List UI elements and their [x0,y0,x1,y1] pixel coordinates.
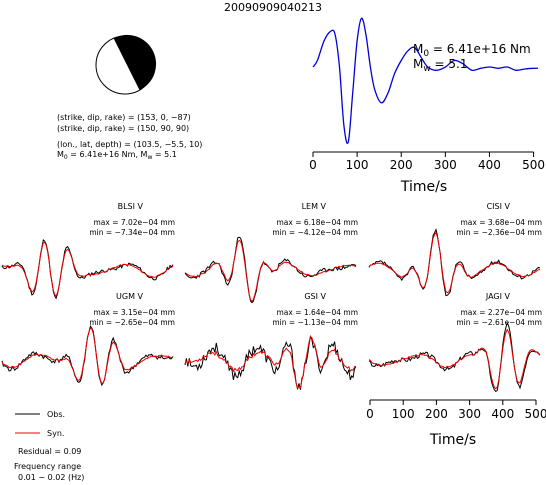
figure-title: 20090909040213 [224,1,322,14]
stf-x-axis: 0 100 200 300 400 500 [309,151,545,172]
station-max: max = 3.15e−04 mm [93,308,175,317]
stf-tick-label: 100 [346,158,369,172]
waveform-tick-label: 200 [425,407,448,421]
observed-waveform [184,334,357,390]
synthetic-waveform [368,328,541,390]
waveform-tick-label: 300 [458,407,481,421]
stf-tick-label: 300 [434,158,457,172]
station-max: max = 3.68e−04 mm [460,218,542,227]
stf-tick-label: 200 [390,158,413,172]
synthetic-waveform [1,327,174,385]
legend-obs-label: Obs. [47,410,65,419]
legend: Obs. Syn. Residual = 0.09 Frequency rang… [14,410,84,482]
moment-info: M0 = 6.41e+16 Nm, Mw = 5.1 [57,150,177,161]
station-max: max = 1.64e−04 mm [276,308,358,317]
station-min: min = −2.61e−04 mm [456,318,542,327]
station-name: BLSI V [118,202,144,211]
observed-waveform [1,239,174,300]
station-name: UGM V [116,292,144,301]
station-min: min = −2.36e−04 mm [456,228,542,237]
observed-waveform [1,325,174,387]
stf-tick-label: 500 [522,158,545,172]
sdr-auxiliary: (strike, dip, rake) = (150, 90, 90) [57,124,189,133]
station-min: min = −7.34e−04 mm [89,228,175,237]
synthetic-waveform [368,231,541,294]
waveform-tick-label: 400 [491,407,514,421]
synthetic-waveform [184,239,357,303]
waveform-tick-label: 0 [366,407,374,421]
stf-moment-label: M0 = 6.41e+16 Nm [413,42,531,59]
station-max: max = 6.18e−04 mm [276,218,358,227]
station-min: min = −4.12e−04 mm [272,228,358,237]
residual-text: Residual = 0.09 [18,447,81,456]
stf-panel: M0 = 6.41e+16 Nm Mw = 5.1 0 100 200 300 400 5… [309,17,545,195]
beachball [95,34,157,95]
frequency-range-value: 0.01 − 0.02 (Hz) [18,473,84,482]
location-info: (lon., lat, depth) = (103.5, −5.5, 10) [57,140,202,149]
waveform-x-axis: 0 100 200 300 400 500 [366,399,546,421]
stf-tick-label: 0 [309,158,317,172]
waveform-x-axis-title: Time/s [429,432,476,448]
frequency-range-title: Frequency range [14,462,81,471]
stf-mw-label: Mw = 5.1 [413,57,468,74]
stf-x-axis-title: Time/s [400,179,447,195]
waveform-tick-label: 500 [525,407,546,421]
station-min: min = −2.65e−04 mm [89,318,175,327]
station-min: min = −1.13e−04 mm [272,318,358,327]
station-name: JAGI V [485,292,511,301]
synthetic-waveform [1,241,174,297]
sdr-primary: (strike, dip, rake) = (153, 0, −87) [57,113,191,122]
synthetic-waveform [184,336,357,390]
station-max: max = 7.02e−04 mm [93,218,175,227]
stf-series-line [312,17,539,144]
beachball-compressional-quadrant [114,34,157,90]
waveform-tick-label: 100 [392,407,415,421]
stf-tick-label: 400 [478,158,501,172]
observed-waveform [368,321,541,393]
station-name: CISI V [487,202,511,211]
station-max: max = 2.27e−04 mm [460,308,542,317]
station-name: LEM V [302,202,327,211]
station-name: GSI V [304,292,326,301]
observed-waveform [368,228,541,297]
legend-syn-label: Syn. [47,429,64,438]
